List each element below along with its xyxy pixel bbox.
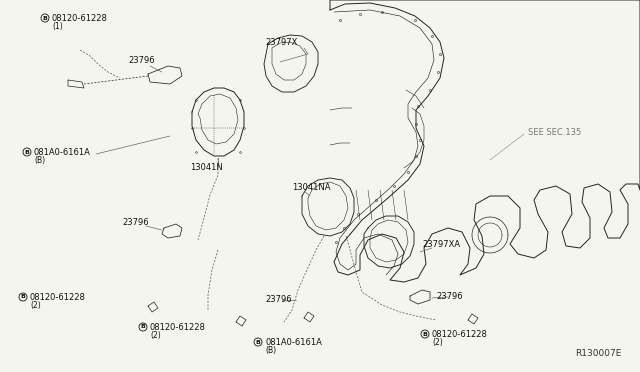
Text: B: B [20, 295, 26, 299]
Text: B: B [24, 150, 29, 154]
Text: (B): (B) [265, 346, 276, 355]
Text: 23796: 23796 [122, 218, 148, 227]
Text: SEE SEC.135: SEE SEC.135 [528, 128, 581, 137]
Text: 23797XA: 23797XA [422, 240, 460, 249]
Text: (1): (1) [52, 22, 63, 31]
Text: 08120-61228: 08120-61228 [432, 330, 488, 339]
Text: 23796: 23796 [128, 56, 155, 65]
Text: 08120-61228: 08120-61228 [52, 14, 108, 23]
Text: 23796: 23796 [436, 292, 463, 301]
Text: 13041N: 13041N [190, 163, 223, 172]
Text: (B): (B) [34, 156, 45, 165]
Text: 081A0-6161A: 081A0-6161A [34, 148, 91, 157]
Text: 08120-61228: 08120-61228 [30, 293, 86, 302]
Text: (2): (2) [432, 338, 443, 347]
Text: 13041NA: 13041NA [292, 183, 330, 192]
Text: 08120-61228: 08120-61228 [150, 323, 206, 332]
Text: 23797X: 23797X [265, 38, 298, 47]
Text: 081A0-6161A: 081A0-6161A [265, 338, 322, 347]
Text: B: B [141, 324, 145, 330]
Text: R130007E: R130007E [575, 349, 622, 358]
Text: 23796: 23796 [265, 295, 292, 304]
Text: B: B [422, 331, 428, 337]
Text: B: B [43, 16, 47, 20]
Text: B: B [255, 340, 260, 344]
Text: (2): (2) [150, 331, 161, 340]
Text: (2): (2) [30, 301, 41, 310]
